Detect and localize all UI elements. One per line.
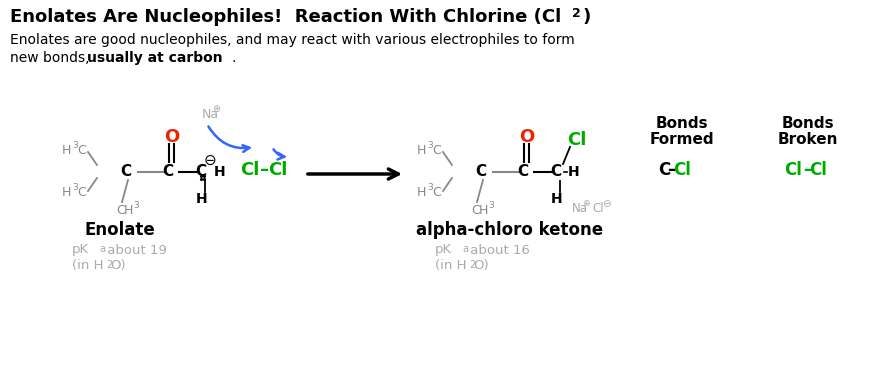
Text: Broken: Broken [778,132,838,147]
Text: Enolates are good nucleophiles, and may react with various electrophiles to form: Enolates are good nucleophiles, and may … [10,33,575,47]
Text: H: H [196,192,208,206]
Text: ⊕: ⊕ [583,200,590,209]
Text: H: H [214,165,226,179]
Text: pK: pK [435,243,452,256]
Text: C: C [163,165,173,180]
Text: ): ) [582,8,591,26]
Text: Enolates Are Nucleophiles!  Reaction With Chlorine (Cl: Enolates Are Nucleophiles! Reaction With… [10,8,561,26]
Text: C: C [471,203,480,216]
Text: 2: 2 [469,260,475,270]
Text: C: C [77,143,86,156]
Text: 3: 3 [133,201,139,210]
Text: C: C [195,165,207,180]
Text: C: C [658,161,670,179]
Text: Bonds: Bonds [781,116,835,131]
Text: Cl: Cl [673,161,691,179]
FancyArrowPatch shape [209,126,250,152]
Text: Formed: Formed [650,132,714,147]
Text: about 19: about 19 [103,243,167,256]
Text: ⊕: ⊕ [212,104,220,114]
Text: O: O [164,128,179,146]
Text: ⊖: ⊖ [602,199,610,209]
Text: H: H [62,143,71,156]
Text: C: C [475,165,487,180]
Text: C: C [518,165,528,180]
Text: C: C [432,185,440,198]
Text: alpha-chloro ketone: alpha-chloro ketone [416,221,604,239]
Text: Cl: Cl [784,161,802,179]
Text: a: a [99,244,105,254]
Text: H: H [551,192,563,206]
Text: ⊖: ⊖ [203,152,217,167]
Text: 2: 2 [106,260,112,270]
Text: 2: 2 [572,7,581,20]
Text: new bonds,: new bonds, [10,51,94,65]
Text: Cl: Cl [809,161,827,179]
Text: H: H [417,143,426,156]
Text: C: C [121,165,131,180]
Text: a: a [462,244,468,254]
Text: Na: Na [202,107,219,120]
Text: about 16: about 16 [466,243,530,256]
Text: C: C [551,165,561,180]
Text: Cl: Cl [567,131,586,149]
Text: H: H [417,185,426,198]
Text: H: H [568,165,580,179]
Text: usually at carbon: usually at carbon [87,51,223,65]
Text: 3: 3 [72,141,78,150]
Text: H: H [479,203,488,216]
Text: O): O) [110,260,125,272]
Text: C: C [77,185,86,198]
Text: Enolate: Enolate [84,221,155,239]
Text: O): O) [473,260,488,272]
Text: 3: 3 [427,183,432,192]
Text: 3: 3 [427,141,432,150]
Text: C: C [116,203,124,216]
Text: H: H [62,185,71,198]
Text: (in H: (in H [72,260,104,272]
FancyArrowPatch shape [274,149,284,160]
Text: –: – [803,161,812,179]
Text: 3: 3 [72,183,78,192]
Text: H: H [124,203,133,216]
Text: 3: 3 [488,201,494,210]
Text: –: – [260,161,269,179]
Text: C: C [432,143,440,156]
Text: .: . [232,51,236,65]
Text: O: O [519,128,535,146]
Text: Cl: Cl [592,203,604,216]
Text: Cl: Cl [240,161,259,179]
Text: Bonds: Bonds [655,116,709,131]
Text: Na: Na [572,203,588,216]
Text: Cl: Cl [268,161,288,179]
Text: –: – [667,161,675,179]
Text: (in H: (in H [435,260,466,272]
Text: pK: pK [72,243,89,256]
